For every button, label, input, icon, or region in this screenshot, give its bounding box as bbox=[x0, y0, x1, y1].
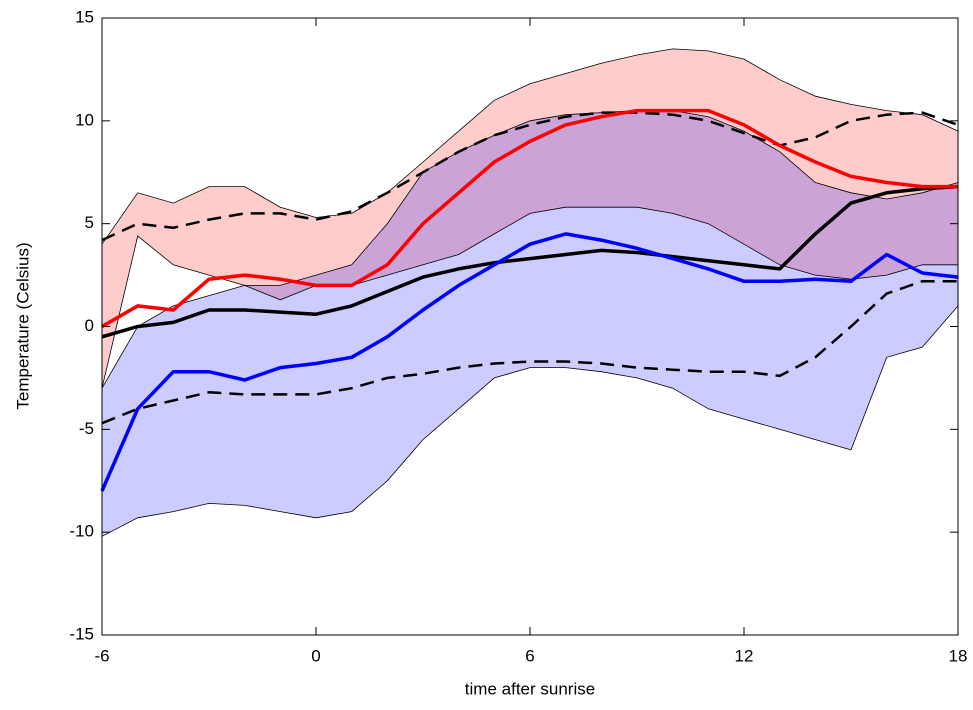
x-tick-label: -6 bbox=[94, 646, 109, 665]
y-tick-label: 15 bbox=[75, 7, 94, 26]
line bbox=[101, 108, 958, 329]
line bbox=[101, 280, 958, 425]
x-tick-label: 12 bbox=[735, 646, 754, 665]
x-axis-label: time after sunrise bbox=[465, 679, 595, 698]
band-edge bbox=[101, 110, 959, 389]
x-tick-label: 0 bbox=[311, 646, 320, 665]
y-tick-label: -10 bbox=[69, 522, 94, 541]
band-edge bbox=[101, 305, 959, 537]
x-tick-label: 6 bbox=[525, 646, 534, 665]
y-tick-label: 5 bbox=[85, 213, 94, 232]
line bbox=[101, 184, 959, 339]
y-tick-label: -15 bbox=[69, 624, 94, 643]
band-edge bbox=[101, 48, 959, 245]
y-axis-label: Temperature (Celsius) bbox=[13, 242, 32, 409]
y-tick-label: -5 bbox=[79, 419, 94, 438]
y-tick-label: 0 bbox=[85, 316, 94, 335]
x-tick-label: 18 bbox=[949, 646, 968, 665]
band-area bbox=[102, 110, 958, 537]
y-tick-label: 10 bbox=[75, 110, 94, 129]
line bbox=[100, 232, 959, 492]
